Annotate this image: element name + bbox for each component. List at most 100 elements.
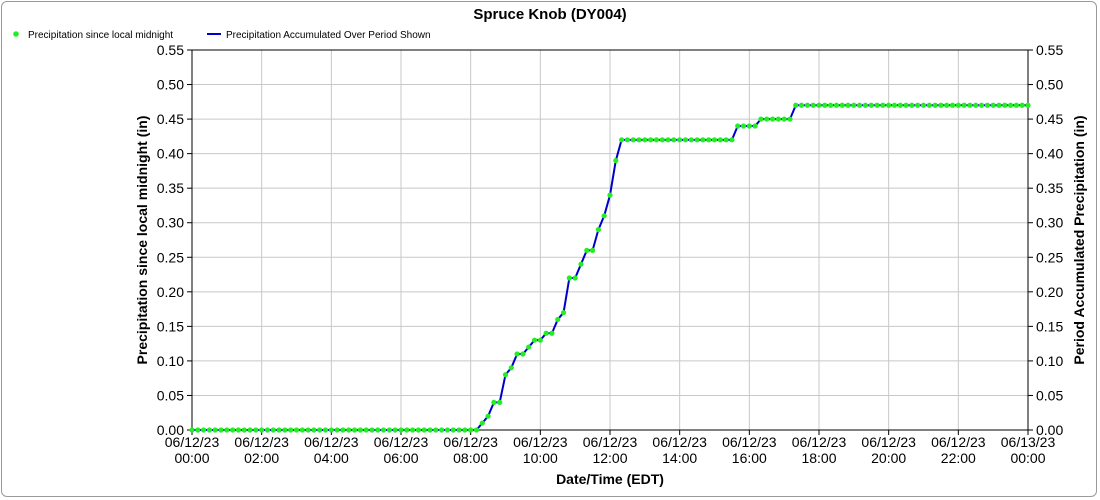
data-point [386, 427, 392, 433]
y-tick-label-right: 0.55 [1036, 42, 1063, 58]
data-point [230, 427, 236, 433]
data-point [613, 157, 619, 164]
legend-label-points: Precipitation since local midnight [28, 30, 173, 41]
y-tick-label-left: 0.35 [157, 180, 184, 196]
y-axis-left: 0.00 0.05 0.10 0.15 0.20 0.25 0.30 0.35 0.40 0.45… [157, 42, 192, 438]
data-point [404, 427, 410, 433]
x-tick-label-time: 06:00 [383, 450, 418, 466]
x-tick-label-time: 00:00 [174, 450, 209, 466]
data-point [526, 344, 532, 350]
data-point [653, 137, 660, 143]
data-point [1002, 102, 1008, 108]
data-point [920, 102, 927, 108]
data-point [607, 192, 613, 198]
y-tick-label-right: 0.10 [1036, 353, 1063, 369]
x-tick-label-date: 06/12/23 [792, 434, 847, 450]
y-tick-label-left: 0.30 [157, 215, 184, 231]
data-point [845, 102, 851, 108]
data-point [264, 427, 271, 433]
data-point [189, 427, 195, 433]
data-point [369, 427, 375, 433]
x-tick-label-time: 22:00 [941, 450, 976, 466]
data-point [375, 427, 381, 433]
data-point [932, 102, 938, 108]
data-point [862, 102, 869, 108]
y-tick-label-left: 0.40 [157, 146, 184, 162]
data-point [717, 137, 723, 143]
data-point [299, 427, 305, 433]
data-point [502, 372, 509, 378]
x-tick-label-date: 06/12/23 [722, 434, 777, 450]
x-tick-label-date: 06/12/23 [931, 434, 986, 450]
data-point [439, 427, 445, 433]
data-point [311, 427, 317, 433]
data-point [346, 427, 352, 433]
data-point [537, 337, 543, 343]
legend-marker-points [13, 31, 19, 37]
data-point [241, 427, 247, 433]
data-point [415, 427, 422, 433]
data-point [427, 427, 433, 433]
data-point [497, 399, 503, 405]
data-point [723, 137, 729, 143]
x-tick-label-time: 10:00 [523, 450, 558, 466]
data-point [619, 137, 625, 143]
data-point [357, 427, 363, 433]
data-point [949, 102, 956, 108]
y-tick-label-right: 0.00 [1036, 422, 1063, 438]
data-point [688, 137, 694, 143]
data-point [462, 427, 468, 433]
data-point [781, 116, 787, 122]
y-axis-right: 0.00 0.05 0.10 0.15 0.20 0.25 0.30 0.35 0.40 0.45… [1028, 42, 1063, 438]
data-point [578, 261, 584, 267]
data-point [798, 102, 805, 108]
data-point [560, 309, 567, 316]
data-point [874, 102, 880, 108]
chart-title: Spruce Knob (DY004) [473, 6, 626, 23]
data-point [433, 427, 439, 433]
data-point [380, 427, 387, 433]
data-point [491, 399, 497, 405]
data-point [282, 427, 288, 433]
data-point [775, 116, 781, 122]
data-point [589, 247, 596, 253]
data-point [909, 102, 915, 108]
data-point [804, 102, 810, 108]
data-point [514, 351, 520, 357]
data-point [636, 137, 642, 143]
data-point [410, 427, 416, 433]
data-point [677, 137, 683, 143]
x-tick-label-date: 06/12/23 [861, 434, 916, 450]
data-point [868, 102, 874, 108]
data-point [421, 427, 427, 433]
data-point [897, 102, 903, 108]
y-tick-label-right: 0.20 [1036, 284, 1063, 300]
data-point [259, 427, 265, 433]
y-tick-label-left: 0.25 [157, 249, 184, 265]
data-point [990, 102, 996, 108]
y-tick-label-right: 0.05 [1036, 387, 1063, 403]
data-point [915, 102, 921, 108]
data-point [293, 427, 300, 433]
x-tick-label-date: 06/12/23 [374, 434, 429, 450]
y-tick-label-left: 0.50 [157, 77, 184, 93]
data-point [700, 137, 706, 143]
data-point [595, 227, 601, 233]
data-points [189, 102, 1031, 433]
y-tick-label-left: 0.10 [157, 353, 184, 369]
data-point [711, 137, 718, 143]
data-point [392, 427, 398, 433]
data-point [828, 102, 834, 108]
data-point [851, 102, 857, 108]
data-point [735, 123, 741, 129]
data-point [810, 102, 816, 108]
data-point [984, 102, 990, 108]
data-point [1019, 102, 1025, 108]
data-point [224, 427, 230, 433]
data-point [212, 427, 218, 433]
data-point [276, 427, 282, 433]
legend: Precipitation since local midnight Preci… [13, 30, 431, 41]
x-axis: 06/12/2300:0006/12/2302:0006/12/2304:000… [165, 430, 1055, 466]
data-point [659, 137, 665, 143]
data-point [746, 123, 752, 129]
